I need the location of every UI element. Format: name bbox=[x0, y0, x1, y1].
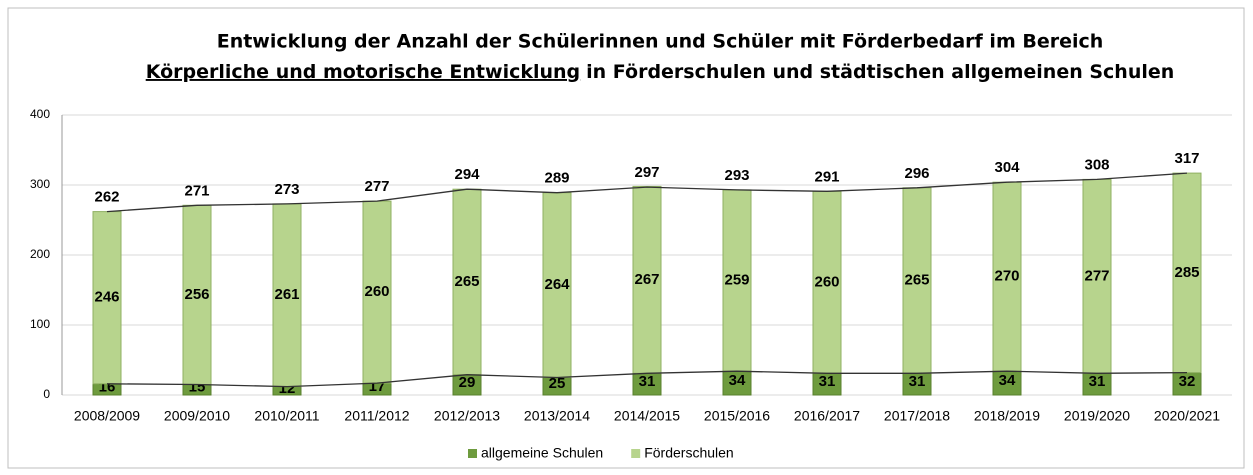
total-label: 304 bbox=[994, 159, 1020, 176]
data-label: 259 bbox=[724, 272, 749, 289]
data-label: 32 bbox=[1179, 373, 1196, 390]
bar-segment bbox=[272, 203, 302, 388]
line bbox=[106, 370, 1188, 388]
line bbox=[106, 172, 1188, 213]
data-label: 270 bbox=[994, 268, 1019, 285]
y-tick-label: 200 bbox=[30, 247, 50, 261]
total-label: 294 bbox=[454, 166, 480, 183]
data-label: 29 bbox=[459, 374, 476, 391]
x-tick-label: 2013/2014 bbox=[524, 408, 590, 424]
x-tick-label: 2011/2012 bbox=[344, 408, 409, 424]
data-label: 31 bbox=[819, 373, 836, 390]
data-label: 34 bbox=[999, 372, 1016, 389]
y-tick-label: 100 bbox=[30, 317, 50, 331]
total-label: 273 bbox=[274, 181, 299, 198]
data-label: 265 bbox=[904, 272, 929, 289]
data-label: 267 bbox=[634, 271, 659, 288]
total-label: 317 bbox=[1174, 150, 1199, 167]
total-label: 289 bbox=[544, 170, 569, 187]
data-label: 256 bbox=[184, 286, 209, 303]
data-label: 246 bbox=[94, 289, 119, 306]
data-label: 260 bbox=[364, 283, 389, 300]
bar-segment bbox=[722, 189, 752, 372]
total-label: 297 bbox=[634, 164, 659, 181]
x-tick-label: 2010/2011 bbox=[254, 408, 319, 424]
legend-swatch bbox=[631, 449, 641, 458]
data-label: 31 bbox=[1089, 373, 1106, 390]
bar-segment bbox=[902, 187, 932, 374]
bar-segment bbox=[812, 190, 842, 374]
x-tick-label: 2008/2009 bbox=[74, 408, 140, 424]
bar-segment bbox=[1082, 178, 1112, 374]
x-tick-label: 2012/2013 bbox=[434, 408, 500, 424]
chart-border bbox=[7, 7, 1245, 469]
y-tick-label: 300 bbox=[30, 177, 50, 191]
x-tick-label: 2009/2010 bbox=[164, 408, 230, 424]
total-label: 277 bbox=[364, 178, 389, 195]
data-label: 31 bbox=[639, 373, 656, 390]
x-tick-label: 2015/2016 bbox=[704, 408, 770, 424]
total-label: 271 bbox=[184, 182, 209, 199]
bar-segment bbox=[182, 204, 212, 385]
bar-segment bbox=[542, 192, 572, 378]
data-label: 261 bbox=[274, 286, 299, 303]
data-label: 264 bbox=[544, 276, 570, 293]
bar-segment bbox=[452, 188, 482, 376]
data-label: 260 bbox=[814, 273, 839, 290]
total-label: 262 bbox=[94, 189, 119, 206]
data-label: 25 bbox=[549, 375, 566, 392]
data-label: 277 bbox=[1084, 267, 1109, 284]
bar-segment bbox=[632, 185, 662, 374]
chart-title: Körperliche und motorische Entwicklung in… bbox=[146, 61, 1175, 83]
legend-label: allgemeine Schulen bbox=[481, 445, 603, 461]
x-tick-label: 2017/2018 bbox=[884, 408, 950, 424]
data-label: 265 bbox=[454, 273, 479, 290]
y-tick-label: 0 bbox=[43, 387, 50, 401]
total-label: 308 bbox=[1084, 156, 1109, 173]
legend-swatch bbox=[468, 449, 477, 458]
total-label: 293 bbox=[724, 167, 749, 184]
total-label: 291 bbox=[814, 168, 839, 185]
legend-label: Förderschulen bbox=[644, 445, 734, 461]
chart-title-underlined: Körperliche und motorische Entwicklung bbox=[146, 61, 580, 83]
total-label: 296 bbox=[904, 165, 929, 182]
x-tick-label: 2020/2021 bbox=[1154, 408, 1220, 424]
x-tick-label: 2016/2017 bbox=[794, 408, 860, 424]
chart-title-rest: in Förderschulen und städtischen allgeme… bbox=[586, 61, 1174, 83]
chart-title: Entwicklung der Anzahl der Schülerinnen … bbox=[217, 31, 1104, 53]
x-tick-label: 2019/2020 bbox=[1064, 408, 1130, 424]
x-tick-label: 2014/2015 bbox=[614, 408, 680, 424]
data-label: 285 bbox=[1174, 264, 1199, 281]
data-label: 31 bbox=[909, 373, 926, 390]
data-label: 34 bbox=[729, 372, 746, 389]
y-tick-label: 400 bbox=[30, 107, 50, 121]
x-tick-label: 2018/2019 bbox=[974, 408, 1040, 424]
